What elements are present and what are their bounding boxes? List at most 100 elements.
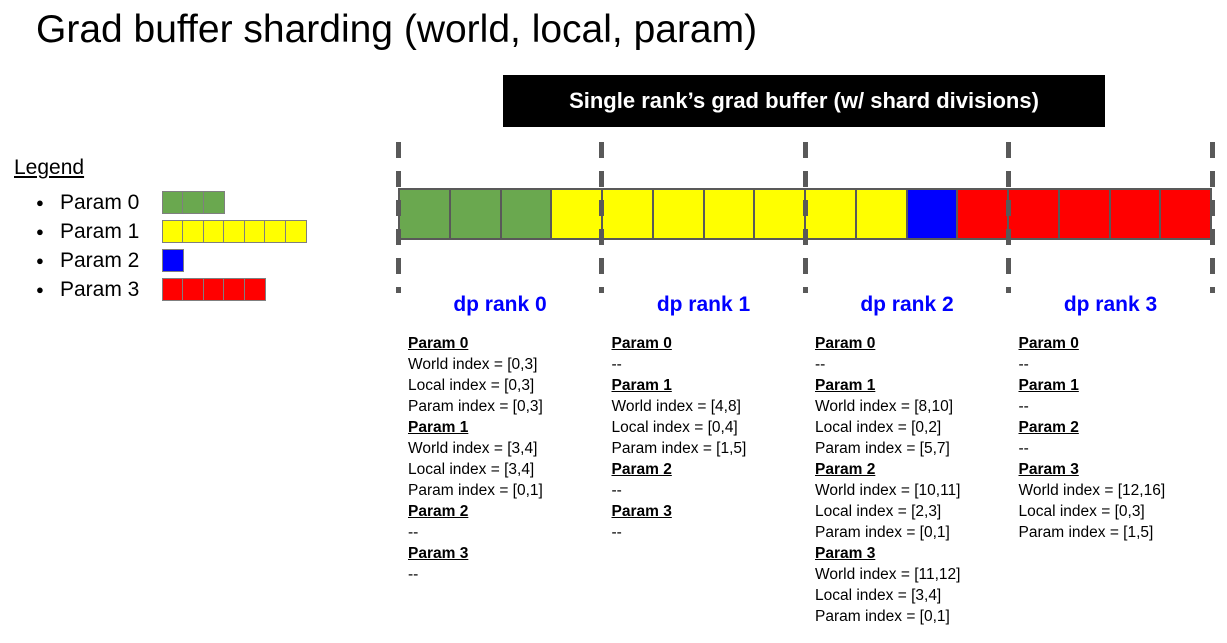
param-header: Param 3 bbox=[612, 501, 808, 522]
param-index-line: -- bbox=[611, 524, 622, 541]
buffer-cell bbox=[804, 190, 855, 238]
buffer-cell bbox=[400, 190, 449, 238]
legend-item-label: Param 1 bbox=[60, 219, 140, 243]
param-index-line: -- bbox=[408, 566, 419, 583]
dp-rank-label: dp rank 2 bbox=[860, 293, 954, 316]
buffer-cell bbox=[601, 190, 652, 238]
buffer-cell bbox=[448, 190, 500, 238]
buffer-cell bbox=[702, 190, 754, 238]
param-swatch bbox=[284, 220, 307, 243]
param-index-line: Local index = [0,3] bbox=[1018, 503, 1145, 520]
param-index-line: Local index = [3,4] bbox=[815, 587, 942, 604]
param-swatch bbox=[223, 220, 245, 243]
param-swatch bbox=[182, 220, 204, 243]
param-header: Param 0 bbox=[408, 333, 604, 354]
param-index-line: -- bbox=[611, 356, 622, 373]
param-header-text: Param 1 bbox=[1018, 377, 1079, 394]
param-header: Param 0 bbox=[815, 333, 1011, 354]
legend-item-label: Param 2 bbox=[60, 248, 140, 272]
param-header-text: Param 0 bbox=[408, 335, 469, 352]
legend: Legend ● Param 0 ● Param 1 ● Param 2 ● Param 3 bbox=[14, 156, 307, 304]
param-swatch bbox=[202, 191, 225, 214]
param-header: Param 2 bbox=[815, 459, 1011, 480]
param-index-line: Local index = [3,4] bbox=[408, 461, 535, 478]
bullet-icon: ● bbox=[36, 195, 44, 210]
param-header: Param 3 bbox=[1019, 459, 1215, 480]
param-index-line: Param index = [1,5] bbox=[611, 440, 747, 457]
buffer-cell bbox=[905, 190, 957, 238]
param-header: Param 1 bbox=[1019, 375, 1215, 396]
param-header-text: Param 2 bbox=[408, 503, 469, 520]
rank-info-column: Param 0 -- Param 1 World index = [8,10] Loca… bbox=[815, 333, 1011, 627]
legend-swatch-run bbox=[161, 191, 225, 214]
param-header-text: Param 0 bbox=[611, 335, 672, 352]
rank-divider-dashed-line bbox=[599, 142, 604, 293]
param-header: Param 1 bbox=[612, 375, 808, 396]
param-index-line: Param index = [5,7] bbox=[815, 440, 950, 457]
rank-info-column: Param 0 -- Param 1 World index = [4,8] Local… bbox=[612, 333, 808, 543]
legend-swatch-run bbox=[161, 249, 184, 272]
buffer-cell bbox=[956, 190, 1007, 238]
param-header-text: Param 3 bbox=[815, 545, 876, 562]
buffer-cell bbox=[550, 190, 601, 238]
param-index-line: Local index = [0,2] bbox=[815, 419, 942, 436]
rank-divider-dashed-line bbox=[1006, 142, 1011, 293]
rank-divider-dashed-line bbox=[1209, 142, 1215, 293]
param-index-line: Local index = [0,3] bbox=[408, 377, 535, 394]
param-header: Param 0 bbox=[1019, 333, 1215, 354]
legend-item-label: Param 3 bbox=[60, 277, 140, 301]
param-swatch bbox=[161, 220, 184, 243]
rank-info-column: Param 0 -- Param 1 -- Param 2 -- Param 3 World … bbox=[1019, 333, 1215, 543]
legend-item: ● Param 3 bbox=[14, 275, 307, 304]
param-swatch bbox=[182, 278, 204, 301]
param-index-line: Param index = [0,1] bbox=[815, 524, 950, 541]
param-index-line: World index = [12,16] bbox=[1018, 482, 1166, 499]
legend-item: ● Param 1 bbox=[14, 217, 307, 246]
legend-swatch-run bbox=[161, 220, 307, 243]
legend-items: ● Param 0 ● Param 1 ● Param 2 ● Param 3 bbox=[14, 188, 307, 304]
param-index-line: -- bbox=[1018, 356, 1029, 373]
buffer-cell bbox=[1007, 190, 1058, 238]
param-index-line: -- bbox=[1018, 398, 1029, 415]
buffer-cell bbox=[1159, 190, 1210, 238]
param-index-line: World index = [4,8] bbox=[611, 398, 741, 415]
param-swatch bbox=[243, 278, 266, 301]
param-index-line: Param index = [0,3] bbox=[408, 398, 543, 415]
param-swatch bbox=[202, 278, 225, 301]
legend-swatch-run bbox=[161, 278, 266, 301]
param-swatch bbox=[223, 278, 245, 301]
param-index-line: -- bbox=[408, 524, 419, 541]
param-header-text: Param 3 bbox=[611, 503, 672, 520]
bullet-icon: ● bbox=[36, 224, 44, 239]
param-index-line: -- bbox=[815, 356, 826, 373]
param-index-line: Param index = [0,1] bbox=[408, 482, 543, 499]
dp-rank-label: dp rank 3 bbox=[1063, 293, 1158, 316]
legend-heading: Legend bbox=[14, 156, 85, 179]
buffer-cell bbox=[651, 190, 703, 238]
param-header: Param 2 bbox=[408, 501, 604, 522]
param-header: Param 3 bbox=[408, 543, 604, 564]
param-index-line: Local index = [0,4] bbox=[611, 419, 738, 436]
param-index-line: -- bbox=[1018, 440, 1029, 457]
slide-title: Grad buffer sharding (world, local, para… bbox=[36, 8, 758, 51]
param-header-text: Param 3 bbox=[1018, 461, 1079, 478]
param-header-text: Param 0 bbox=[815, 335, 876, 352]
param-swatch bbox=[202, 220, 225, 243]
param-swatch bbox=[243, 220, 266, 243]
param-header: Param 2 bbox=[612, 459, 808, 480]
param-header-text: Param 1 bbox=[408, 419, 469, 436]
grad-buffer-bar bbox=[398, 188, 1212, 240]
param-index-line: -- bbox=[611, 482, 622, 499]
param-swatch bbox=[161, 249, 184, 272]
grad-buffer-banner: Single rank’s grad buffer (w/ shard divi… bbox=[503, 75, 1105, 127]
legend-item: ● Param 2 bbox=[14, 246, 307, 275]
param-index-line: World index = [0,3] bbox=[408, 356, 538, 373]
param-header-text: Param 2 bbox=[611, 461, 672, 478]
param-swatch bbox=[161, 191, 184, 214]
legend-item: ● Param 0 bbox=[14, 188, 307, 217]
param-header: Param 2 bbox=[1019, 417, 1215, 438]
buffer-cell bbox=[854, 190, 906, 238]
param-index-line: World index = [8,10] bbox=[815, 398, 954, 415]
param-header-text: Param 1 bbox=[815, 377, 876, 394]
